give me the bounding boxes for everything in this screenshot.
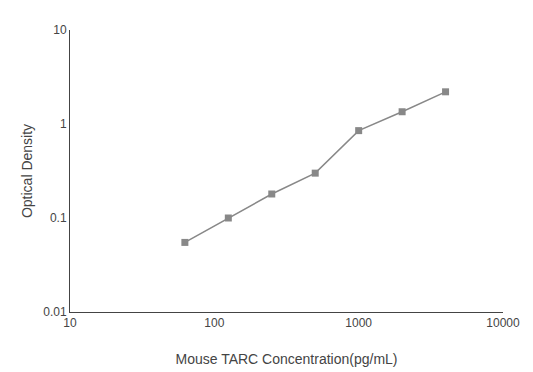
svg-text:1000: 1000: [345, 316, 372, 330]
svg-text:0.01: 0.01: [43, 305, 67, 319]
svg-text:10: 10: [63, 316, 77, 330]
svg-text:100: 100: [204, 316, 224, 330]
svg-text:Mouse TARC Concentration(pg/mL: Mouse TARC Concentration(pg/mL): [175, 351, 397, 367]
svg-text:0.1: 0.1: [50, 211, 67, 225]
svg-text:Optical Density: Optical Density: [19, 124, 35, 218]
svg-text:10000: 10000: [486, 316, 520, 330]
svg-text:10: 10: [53, 23, 67, 37]
svg-text:1: 1: [60, 117, 67, 131]
